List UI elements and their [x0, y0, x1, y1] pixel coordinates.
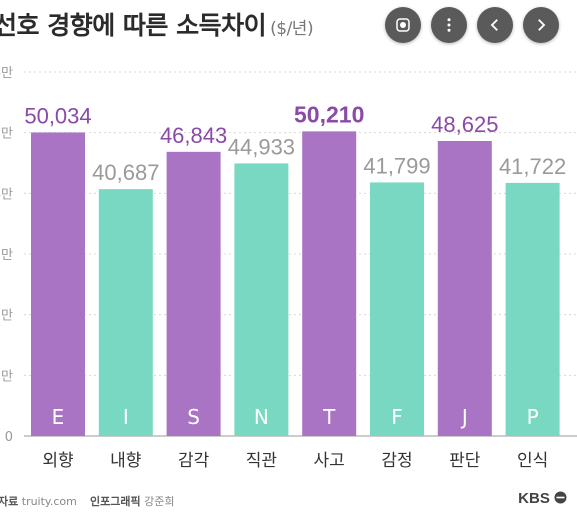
bar-letter: N	[254, 405, 269, 429]
bar-n	[234, 163, 289, 436]
credit-line: 인포그래픽 강준희	[90, 493, 174, 509]
previous-button[interactable]	[477, 7, 513, 43]
x-tick-label: 인식	[517, 451, 548, 471]
data-label: 41,799	[363, 153, 430, 178]
bar-p	[505, 182, 560, 436]
y-tick-label: 2만	[0, 309, 13, 324]
x-tick-label: 외향	[42, 451, 73, 471]
kbs-logo-icon	[554, 491, 567, 504]
bar-letter: S	[187, 405, 200, 429]
image-toolbar	[385, 7, 559, 43]
footer: 자료 truity.com 인포그래픽 강준희 KBS	[0, 490, 577, 510]
title-unit: ($/년)	[270, 19, 314, 39]
y-tick-label: 3만	[0, 248, 13, 263]
bar-t	[302, 131, 357, 436]
x-tick-label: 직관	[246, 451, 277, 471]
lens-search-button[interactable]	[385, 7, 421, 43]
x-tick-label: 사고	[314, 451, 345, 471]
credit-label: 인포그래픽	[90, 495, 141, 508]
title-text: 선호 경향에 따른 소득차이	[0, 11, 267, 40]
y-tick-label: 1만	[0, 369, 13, 384]
more-options-button[interactable]	[431, 7, 467, 43]
bar-letter: T	[322, 405, 336, 429]
data-label: 50,210	[294, 101, 364, 127]
x-tick-label: 내향	[110, 451, 141, 471]
kbs-logo: KBS	[518, 490, 567, 507]
source-line: 자료 truity.com	[0, 493, 77, 509]
y-tick-label: 4만	[0, 187, 13, 202]
data-label: 46,843	[160, 123, 227, 148]
chevron-right-icon	[538, 19, 546, 31]
bar-letter: F	[391, 405, 403, 429]
credit-text: 강준희	[144, 495, 175, 508]
y-tick-label: 6만	[0, 66, 13, 81]
x-tick-label: 감정	[381, 451, 412, 471]
next-button[interactable]	[523, 7, 559, 43]
bar-s	[166, 151, 221, 436]
y-tick-label: 0	[5, 430, 13, 445]
bar-i	[98, 189, 153, 436]
bar-j	[437, 141, 492, 436]
bar-letter: E	[52, 405, 65, 429]
data-label: 44,933	[228, 134, 295, 159]
kbs-text: KBS	[518, 490, 550, 507]
x-tick-label: 감각	[178, 451, 210, 471]
data-label: 41,722	[499, 154, 566, 179]
bar-letter: J	[460, 405, 468, 429]
lens-icon	[396, 18, 410, 32]
chart-title: 선호 경향에 따른 소득차이 ($/년)	[0, 6, 314, 42]
y-tick-label: 5만	[0, 127, 13, 142]
x-tick-label: 판단	[449, 451, 481, 471]
source-label: 자료	[0, 495, 19, 508]
data-label: 50,034	[24, 103, 91, 128]
bar-letter: I	[123, 405, 129, 429]
bar-letter: P	[527, 405, 539, 429]
chevron-left-icon	[490, 19, 498, 31]
bar-e	[31, 132, 85, 437]
more-vert-icon	[447, 18, 451, 32]
bar-f	[370, 182, 424, 436]
data-label: 48,625	[431, 112, 498, 137]
source-text: truity.com	[21, 495, 77, 508]
data-label: 40,687	[92, 160, 159, 185]
